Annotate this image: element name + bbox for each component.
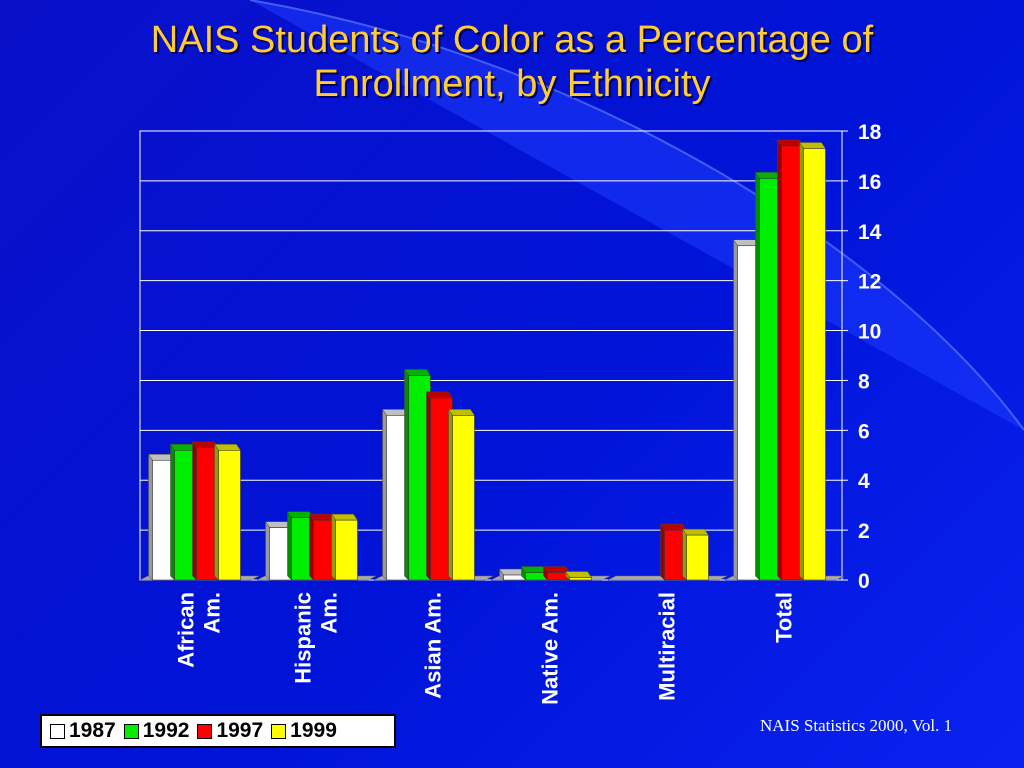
y-tick-label: 14 bbox=[858, 221, 882, 244]
x-tick-label: Multiracial bbox=[655, 592, 680, 701]
legend-item-1997: 1997 bbox=[197, 719, 263, 743]
legend-label-1999: 1999 bbox=[290, 719, 337, 742]
legend-label-1992: 1992 bbox=[142, 719, 190, 742]
x-tick-label: Hispanic Am. bbox=[291, 592, 342, 684]
x-tick-label: Asian Am. bbox=[421, 592, 446, 699]
bar-side-1999-4 bbox=[682, 528, 687, 581]
bar-top-1999-1 bbox=[331, 513, 358, 521]
bar-1999-2 bbox=[452, 415, 475, 581]
legend-label-1997: 1997 bbox=[216, 719, 264, 742]
legend-swatch-1999 bbox=[271, 723, 287, 739]
slide-title: NAIS Students of Color as a Percentage o… bbox=[0, 18, 1024, 106]
bar-1999-4 bbox=[686, 534, 709, 581]
bar-1999-5 bbox=[803, 148, 826, 581]
y-tick-label: 12 bbox=[858, 271, 881, 294]
legend-item-1987: 1987 bbox=[50, 719, 116, 743]
bar-side-1999-5 bbox=[799, 141, 804, 581]
bar-side-1997-0 bbox=[192, 440, 197, 581]
chart-legend: 1987 1992 1997 1999 bbox=[40, 714, 396, 748]
bar-side-1992-5 bbox=[755, 171, 760, 581]
bar-side-1992-1 bbox=[287, 510, 292, 581]
bar-top-1999-2 bbox=[448, 409, 475, 416]
y-tick-label: 4 bbox=[858, 470, 870, 493]
bar-1999-0 bbox=[218, 449, 241, 581]
bar-top-1992-2 bbox=[404, 369, 431, 376]
bar-side-1999-0 bbox=[214, 443, 219, 581]
x-tick-label: Native Am. bbox=[538, 592, 563, 705]
legend-swatch-1992 bbox=[123, 723, 139, 739]
legend-swatch-1997 bbox=[197, 723, 213, 739]
bar-top-1997-2 bbox=[426, 391, 453, 399]
bar-side-1999-1 bbox=[331, 513, 336, 581]
bar-1999-1 bbox=[335, 519, 358, 581]
slide-title-line-1: NAIS Students of Color as a Percentage o… bbox=[150, 19, 874, 61]
x-tick-label-line: Am. bbox=[317, 592, 342, 634]
legend-item-1999: 1999 bbox=[271, 719, 337, 743]
bar-side-1992-0 bbox=[170, 443, 175, 581]
y-tick-label: 18 bbox=[858, 121, 882, 144]
x-tick-label-line: African bbox=[174, 592, 199, 668]
y-tick-label: 8 bbox=[858, 370, 870, 393]
x-tick-label-line: Total bbox=[772, 592, 797, 643]
y-tick-label: 2 bbox=[858, 520, 870, 543]
bar-1999-3 bbox=[569, 577, 592, 581]
slide-title-line-2: Enrollment, by Ethnicity bbox=[313, 63, 711, 105]
y-tick-label: 16 bbox=[858, 171, 881, 194]
bar-side-1987-2 bbox=[382, 408, 387, 581]
x-tick-label: Total bbox=[772, 592, 797, 643]
x-tick-label: African Am. bbox=[174, 592, 225, 668]
legend-label-1987: 1987 bbox=[69, 719, 116, 742]
x-tick-label-line: Asian Am. bbox=[421, 592, 446, 699]
bar-side-1992-2 bbox=[404, 368, 409, 581]
bar-side-1997-5 bbox=[777, 139, 782, 581]
bar-side-1987-1 bbox=[265, 520, 270, 581]
bar-side-1997-1 bbox=[309, 513, 314, 581]
y-tick-label: 0 bbox=[858, 570, 870, 593]
bar-top-1999-5 bbox=[799, 142, 826, 149]
x-tick-label-line: Am. bbox=[200, 592, 225, 634]
x-tick-label-line: Native Am. bbox=[538, 592, 563, 705]
bar-side-1999-2 bbox=[448, 408, 453, 581]
x-tick-label-line: Hispanic bbox=[291, 592, 316, 684]
bar-top-1999-3 bbox=[565, 571, 592, 578]
legend-swatch-1987 bbox=[50, 723, 65, 739]
bar-top-1999-4 bbox=[682, 528, 709, 536]
bar-side-1997-4 bbox=[660, 523, 665, 581]
legend-item-1992: 1992 bbox=[123, 719, 190, 743]
bar-top-1999-0 bbox=[214, 444, 241, 451]
y-tick-label: 10 bbox=[858, 321, 881, 344]
x-tick-label-line: Multiracial bbox=[655, 592, 680, 701]
bar-side-1987-0 bbox=[148, 453, 153, 581]
bar-side-1987-5 bbox=[733, 238, 738, 581]
bar-side-1997-2 bbox=[426, 391, 431, 581]
source-note: NAIS Statistics 2000, Vol. 1 bbox=[760, 716, 953, 735]
y-tick-label: 6 bbox=[858, 420, 870, 443]
